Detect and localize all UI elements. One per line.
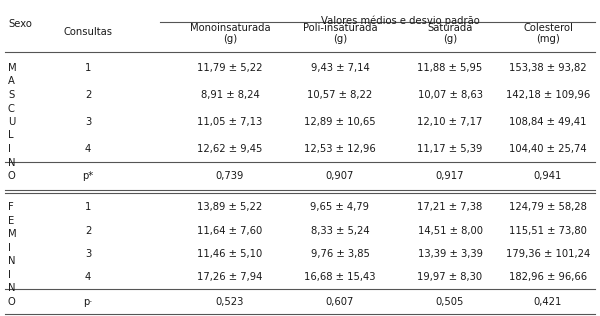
Text: F: F bbox=[8, 202, 14, 212]
Text: 108,84 ± 49,41: 108,84 ± 49,41 bbox=[509, 117, 587, 127]
Text: (mg): (mg) bbox=[536, 34, 560, 44]
Text: 10,57 ± 8,22: 10,57 ± 8,22 bbox=[307, 90, 373, 100]
Text: 11,64 ± 7,60: 11,64 ± 7,60 bbox=[197, 226, 263, 236]
Text: N: N bbox=[8, 157, 16, 167]
Text: 0,607: 0,607 bbox=[326, 297, 354, 307]
Text: Monoinsaturada: Monoinsaturada bbox=[190, 23, 271, 33]
Text: U: U bbox=[8, 117, 16, 127]
Text: 0,907: 0,907 bbox=[326, 171, 354, 181]
Text: M: M bbox=[8, 229, 17, 239]
Text: Colesterol: Colesterol bbox=[523, 23, 573, 33]
Text: 124,79 ± 58,28: 124,79 ± 58,28 bbox=[509, 202, 587, 212]
Text: N: N bbox=[8, 256, 16, 266]
Text: 13,39 ± 3,39: 13,39 ± 3,39 bbox=[418, 249, 482, 259]
Text: 142,18 ± 109,96: 142,18 ± 109,96 bbox=[506, 90, 590, 100]
Text: 11,79 ± 5,22: 11,79 ± 5,22 bbox=[197, 63, 263, 73]
Text: (g): (g) bbox=[333, 34, 347, 44]
Text: 12,62 ± 9,45: 12,62 ± 9,45 bbox=[197, 144, 263, 154]
Text: 11,17 ± 5,39: 11,17 ± 5,39 bbox=[418, 144, 482, 154]
Text: I: I bbox=[8, 270, 11, 280]
Text: A: A bbox=[8, 76, 15, 87]
Text: 16,68 ± 15,43: 16,68 ± 15,43 bbox=[304, 272, 376, 282]
Text: 0,941: 0,941 bbox=[534, 171, 562, 181]
Text: 12,53 ± 12,96: 12,53 ± 12,96 bbox=[304, 144, 376, 154]
Text: 8,91 ± 8,24: 8,91 ± 8,24 bbox=[200, 90, 259, 100]
Text: N: N bbox=[8, 283, 16, 294]
Text: 14,51 ± 8,00: 14,51 ± 8,00 bbox=[418, 226, 482, 236]
Text: 115,51 ± 73,80: 115,51 ± 73,80 bbox=[509, 226, 587, 236]
Text: 179,36 ± 101,24: 179,36 ± 101,24 bbox=[506, 249, 590, 259]
Text: O: O bbox=[8, 171, 16, 181]
Text: (g): (g) bbox=[223, 34, 237, 44]
Text: 1: 1 bbox=[85, 202, 91, 212]
Text: Valores médios e desvio padrão: Valores médios e desvio padrão bbox=[320, 16, 479, 27]
Text: Saturada: Saturada bbox=[427, 23, 473, 33]
Text: 17,26 ± 7,94: 17,26 ± 7,94 bbox=[197, 272, 263, 282]
Text: C: C bbox=[8, 104, 15, 113]
Text: 4: 4 bbox=[85, 144, 91, 154]
Text: Poli-insaturada: Poli-insaturada bbox=[302, 23, 377, 33]
Text: 0,421: 0,421 bbox=[534, 297, 562, 307]
Text: 12,89 ± 10,65: 12,89 ± 10,65 bbox=[304, 117, 376, 127]
Text: 0,523: 0,523 bbox=[216, 297, 244, 307]
Text: (g): (g) bbox=[443, 34, 457, 44]
Text: 4: 4 bbox=[85, 272, 91, 282]
Text: 8,33 ± 5,24: 8,33 ± 5,24 bbox=[311, 226, 370, 236]
Text: Consultas: Consultas bbox=[64, 27, 113, 37]
Text: 13,89 ± 5,22: 13,89 ± 5,22 bbox=[197, 202, 263, 212]
Text: 12,10 ± 7,17: 12,10 ± 7,17 bbox=[418, 117, 482, 127]
Text: 9,65 ± 4,79: 9,65 ± 4,79 bbox=[311, 202, 370, 212]
Text: Sexo: Sexo bbox=[8, 19, 32, 29]
Text: 0,739: 0,739 bbox=[216, 171, 244, 181]
Text: 11,88 ± 5,95: 11,88 ± 5,95 bbox=[418, 63, 482, 73]
Text: 104,40 ± 25,74: 104,40 ± 25,74 bbox=[509, 144, 587, 154]
Text: 9,43 ± 7,14: 9,43 ± 7,14 bbox=[311, 63, 370, 73]
Text: 153,38 ± 93,82: 153,38 ± 93,82 bbox=[509, 63, 587, 73]
Text: 11,46 ± 5,10: 11,46 ± 5,10 bbox=[197, 249, 263, 259]
Text: 1: 1 bbox=[85, 63, 91, 73]
Text: 2: 2 bbox=[85, 226, 91, 236]
Text: 17,21 ± 7,38: 17,21 ± 7,38 bbox=[418, 202, 482, 212]
Text: 0,917: 0,917 bbox=[436, 171, 464, 181]
Text: 10,07 ± 8,63: 10,07 ± 8,63 bbox=[418, 90, 482, 100]
Text: M: M bbox=[8, 63, 17, 73]
Text: p·: p· bbox=[83, 297, 93, 307]
Text: p*: p* bbox=[82, 171, 94, 181]
Text: 11,05 ± 7,13: 11,05 ± 7,13 bbox=[197, 117, 263, 127]
Text: 2: 2 bbox=[85, 90, 91, 100]
Text: O: O bbox=[8, 297, 16, 307]
Text: L: L bbox=[8, 131, 14, 141]
Text: S: S bbox=[8, 90, 14, 100]
Text: I: I bbox=[8, 144, 11, 154]
Text: 19,97 ± 8,30: 19,97 ± 8,30 bbox=[418, 272, 482, 282]
Text: 3: 3 bbox=[85, 249, 91, 259]
Text: 182,96 ± 96,66: 182,96 ± 96,66 bbox=[509, 272, 587, 282]
Text: 3: 3 bbox=[85, 117, 91, 127]
Text: 9,76 ± 3,85: 9,76 ± 3,85 bbox=[311, 249, 370, 259]
Text: 0,505: 0,505 bbox=[436, 297, 464, 307]
Text: I: I bbox=[8, 243, 11, 253]
Text: E: E bbox=[8, 216, 14, 226]
